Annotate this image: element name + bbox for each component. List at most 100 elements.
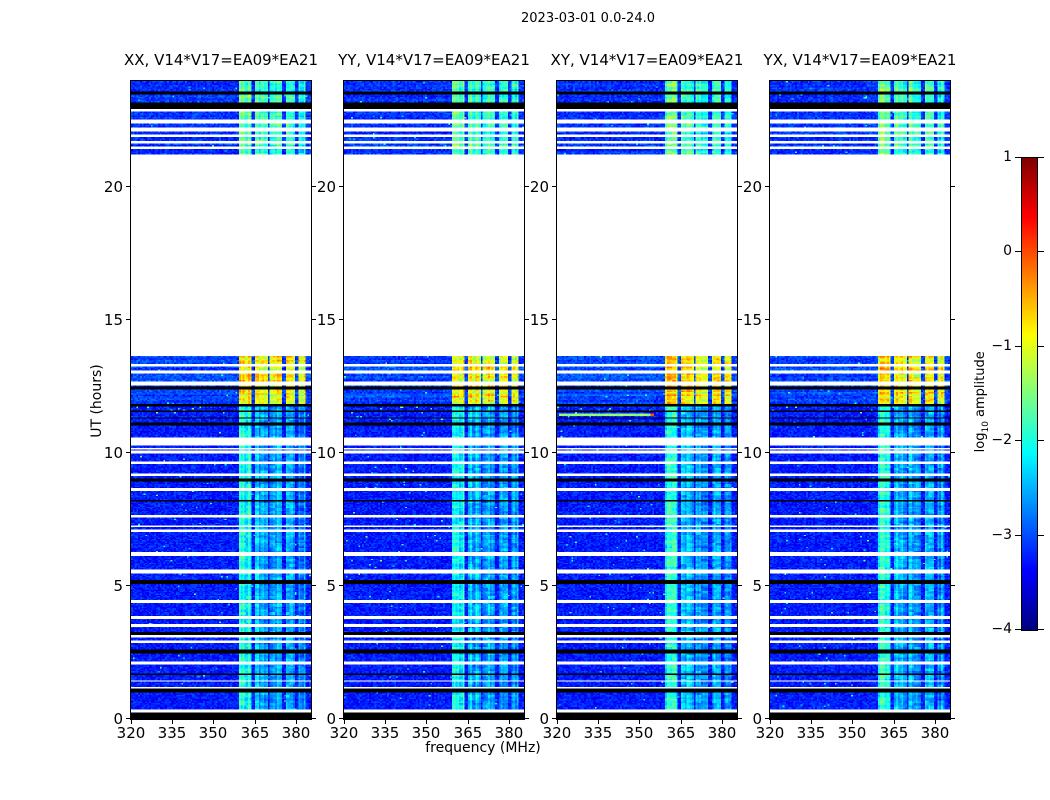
y-tick-mark: [552, 452, 556, 453]
x-tick-mark: [344, 720, 345, 724]
y-tick-mark: [738, 319, 742, 320]
colorbar-tick-mark: [1038, 535, 1044, 536]
y-tick-label: 0: [113, 710, 123, 728]
y-tick-mark: [552, 718, 556, 719]
x-tick-label: 320: [755, 724, 785, 742]
y-tick-mark: [126, 319, 130, 320]
y-tick-mark: [339, 319, 343, 320]
y-tick-label: 15: [742, 311, 762, 329]
panel-title: XY, V14*V17=EA09*EA21: [550, 51, 744, 69]
spectrogram-canvas: [131, 81, 311, 719]
colorbar-label: log10 amplitude: [973, 327, 991, 477]
colorbar-tick-mark: [1038, 440, 1044, 441]
colorbar-tick-mark: [1015, 346, 1021, 347]
y-tick-mark: [951, 718, 955, 719]
x-tick-label: 365: [453, 724, 483, 742]
y-tick-label: 5: [113, 577, 123, 595]
x-tick-mark: [639, 720, 640, 724]
y-tick-mark: [738, 718, 742, 719]
y-tick-mark: [951, 186, 955, 187]
x-tick-mark: [296, 720, 297, 724]
y-tick-label: 15: [103, 311, 123, 329]
colorbar: [1021, 157, 1038, 631]
y-tick-mark: [126, 718, 130, 719]
y-tick-mark: [312, 718, 316, 719]
figure-title: 2023-03-01 0.0-24.0: [521, 11, 655, 26]
y-tick-mark: [312, 319, 316, 320]
y-tick-mark: [312, 186, 316, 187]
y-tick-mark: [525, 585, 529, 586]
x-tick-label: 320: [329, 724, 359, 742]
y-tick-mark: [765, 585, 769, 586]
y-tick-label: 10: [529, 444, 549, 462]
y-axis-label: UT (hours): [89, 364, 105, 438]
y-tick-label: 20: [529, 178, 549, 196]
y-tick-mark: [339, 452, 343, 453]
colorbar-tick-mark: [1015, 440, 1021, 441]
y-tick-mark: [951, 585, 955, 586]
spectrogram-canvas: [344, 81, 524, 719]
x-tick-label: 350: [837, 724, 867, 742]
x-tick-mark: [468, 720, 469, 724]
y-tick-mark: [126, 186, 130, 187]
spectrogram-frame: [130, 80, 312, 720]
x-tick-mark: [935, 720, 936, 724]
colorbar-tick-label: −3: [991, 527, 1012, 543]
spectrogram-canvas: [770, 81, 950, 719]
colorbar-tick-mark: [1015, 251, 1021, 252]
spectrogram-frame: [556, 80, 738, 720]
x-tick-label: 335: [583, 724, 613, 742]
x-tick-mark: [426, 720, 427, 724]
spectrogram-canvas: [557, 81, 737, 719]
y-tick-mark: [765, 452, 769, 453]
x-tick-mark: [557, 720, 558, 724]
y-tick-label: 15: [529, 311, 549, 329]
colorbar-tick-mark: [1038, 629, 1044, 630]
x-tick-label: 350: [624, 724, 654, 742]
y-tick-mark: [951, 452, 955, 453]
x-tick-mark: [131, 720, 132, 724]
y-tick-mark: [525, 319, 529, 320]
x-tick-mark: [509, 720, 510, 724]
colorbar-tick-mark: [1015, 157, 1021, 158]
colorbar-tick-label: 0: [1003, 243, 1012, 259]
x-tick-mark: [894, 720, 895, 724]
x-tick-mark: [213, 720, 214, 724]
colorbar-label-suffix: amplitude: [973, 351, 989, 422]
y-tick-mark: [951, 319, 955, 320]
colorbar-tick-mark: [1038, 157, 1044, 158]
x-tick-mark: [811, 720, 812, 724]
spectrogram-frame: [769, 80, 951, 720]
colorbar-tick-label: −4: [991, 621, 1012, 637]
x-tick-label: 335: [796, 724, 826, 742]
y-tick-mark: [525, 186, 529, 187]
y-tick-mark: [738, 186, 742, 187]
x-tick-label: 380: [281, 724, 311, 742]
x-tick-label: 320: [542, 724, 572, 742]
y-tick-mark: [552, 319, 556, 320]
x-tick-label: 350: [411, 724, 441, 742]
colorbar-tick-mark: [1015, 535, 1021, 536]
y-tick-mark: [525, 718, 529, 719]
y-tick-label: 5: [539, 577, 549, 595]
x-tick-mark: [385, 720, 386, 724]
y-tick-label: 15: [316, 311, 336, 329]
x-tick-mark: [255, 720, 256, 724]
y-tick-mark: [765, 319, 769, 320]
y-tick-label: 20: [103, 178, 123, 196]
x-tick-mark: [852, 720, 853, 724]
panel-title: YY, V14*V17=EA09*EA21: [338, 51, 530, 69]
x-tick-mark: [172, 720, 173, 724]
x-axis-label: frequency (MHz): [425, 740, 541, 756]
y-tick-mark: [126, 452, 130, 453]
x-tick-label: 335: [157, 724, 187, 742]
y-tick-mark: [339, 186, 343, 187]
y-tick-label: 20: [742, 178, 762, 196]
y-tick-mark: [312, 585, 316, 586]
y-tick-label: 0: [752, 710, 762, 728]
y-tick-mark: [765, 718, 769, 719]
y-tick-mark: [126, 585, 130, 586]
x-tick-label: 320: [116, 724, 146, 742]
colorbar-tick-mark: [1015, 629, 1021, 630]
